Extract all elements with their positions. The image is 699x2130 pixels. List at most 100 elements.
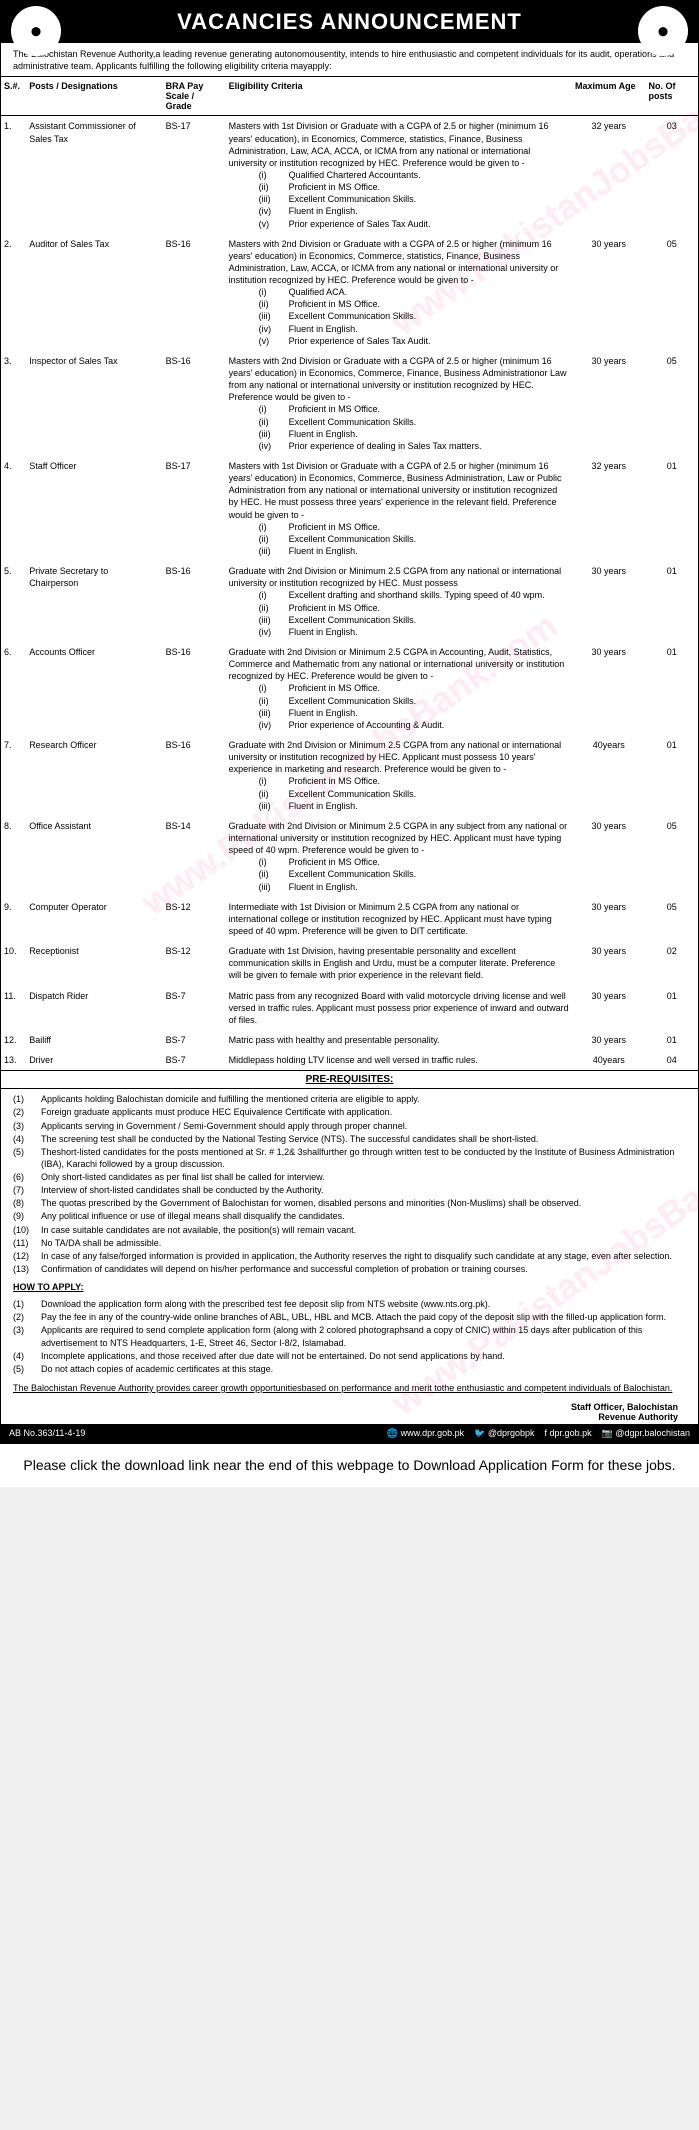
cell-post: Dispatch Rider — [26, 986, 162, 1030]
cell-age: 40years — [572, 735, 645, 816]
cell-num: 01 — [645, 735, 698, 816]
cell-post: Bailiff — [26, 1030, 162, 1050]
cell-grade: BS-7 — [163, 1030, 226, 1050]
cell-eligibility: Masters with 2nd Division or Graduate wi… — [226, 351, 572, 456]
cell-sn: 9. — [1, 897, 26, 941]
cell-post: Private Secretary to Chairperson — [26, 561, 162, 642]
table-row: 5.Private Secretary to ChairpersonBS-16G… — [1, 561, 698, 642]
table-row: 9.Computer OperatorBS-12Intermediate wit… — [1, 897, 698, 941]
cell-grade: BS-12 — [163, 897, 226, 941]
cell-grade: BS-16 — [163, 234, 226, 351]
th-post: Posts / Designations — [26, 77, 162, 116]
cell-post: Driver — [26, 1050, 162, 1070]
sig-line2: Revenue Authority — [13, 1412, 678, 1422]
th-grade: BRA Pay Scale / Grade — [163, 77, 226, 116]
th-age: Maximum Age — [572, 77, 645, 116]
twitter-link: 🐦 @dprgobpk — [474, 1428, 534, 1439]
cell-num: 05 — [645, 897, 698, 941]
table-row: 2.Auditor of Sales TaxBS-16Masters with … — [1, 234, 698, 351]
cell-post: Inspector of Sales Tax — [26, 351, 162, 456]
cell-num: 03 — [645, 116, 698, 234]
signature-block: Staff Officer, Balochistan Revenue Autho… — [1, 1398, 698, 1424]
facebook-link: f dpr.gob.pk — [545, 1428, 592, 1439]
ab-number: AB No.363/11-4-19 — [9, 1428, 85, 1438]
th-sn: S.#. — [1, 77, 26, 116]
th-elig: Eligibility Criteria — [226, 77, 572, 116]
cell-grade: BS-17 — [163, 456, 226, 561]
cell-post: Office Assistant — [26, 816, 162, 897]
cell-grade: BS-7 — [163, 986, 226, 1030]
cell-age: 30 years — [572, 1030, 645, 1050]
cell-grade: BS-16 — [163, 735, 226, 816]
cell-sn: 5. — [1, 561, 26, 642]
cell-age: 40years — [572, 1050, 645, 1070]
cell-num: 01 — [645, 456, 698, 561]
list-item: (8)The quotas prescribed by the Governme… — [13, 1197, 686, 1209]
table-row: 13.DriverBS-7Middlepass holding LTV lice… — [1, 1050, 698, 1070]
cell-eligibility: Matric pass from any recognized Board wi… — [226, 986, 572, 1030]
list-item: (4)The screening test shall be conducted… — [13, 1133, 686, 1145]
cell-age: 30 years — [572, 234, 645, 351]
list-item: (12)In case of any false/forged informat… — [13, 1250, 686, 1262]
cell-age: 30 years — [572, 897, 645, 941]
cell-eligibility: Masters with 1st Division or Graduate wi… — [226, 456, 572, 561]
table-row: 11.Dispatch RiderBS-7Matric pass from an… — [1, 986, 698, 1030]
table-row: 4.Staff OfficerBS-17Masters with 1st Div… — [1, 456, 698, 561]
cell-eligibility: Graduate with 2nd Division or Minimum 2.… — [226, 642, 572, 735]
list-item: (1)Applicants holding Balochistan domici… — [13, 1093, 686, 1105]
header-title: VACANCIES ANNOUNCEMENT — [1, 1, 698, 43]
cell-eligibility: Masters with 1st Division or Graduate wi… — [226, 116, 572, 234]
cell-post: Computer Operator — [26, 897, 162, 941]
cell-grade: BS-12 — [163, 941, 226, 985]
cell-sn: 2. — [1, 234, 26, 351]
cell-eligibility: Graduate with 2nd Division or Minimum 2.… — [226, 561, 572, 642]
cell-age: 30 years — [572, 816, 645, 897]
cell-eligibility: Graduate with 1st Division, having prese… — [226, 941, 572, 985]
cell-age: 30 years — [572, 642, 645, 735]
table-row: 1.Assistant Commissioner of Sales TaxBS-… — [1, 116, 698, 234]
cell-num: 01 — [645, 1030, 698, 1050]
cell-sn: 10. — [1, 941, 26, 985]
list-item: (10)In case suitable candidates are not … — [13, 1224, 686, 1236]
jobs-table: S.#. Posts / Designations BRA Pay Scale … — [1, 76, 698, 1070]
cell-sn: 1. — [1, 116, 26, 234]
prereq-list: (1)Applicants holding Balochistan domici… — [1, 1089, 698, 1280]
cell-age: 30 years — [572, 941, 645, 985]
cell-num: 01 — [645, 986, 698, 1030]
logo-right: ⬤ — [638, 6, 688, 56]
cell-sn: 12. — [1, 1030, 26, 1050]
list-item: (6)Only short-listed candidates as per f… — [13, 1171, 686, 1183]
cell-grade: BS-16 — [163, 351, 226, 456]
howto-title: HOW TO APPLY: — [1, 1280, 698, 1294]
cell-post: Receptionist — [26, 941, 162, 985]
cell-eligibility: Graduate with 2nd Division or Minimum 2.… — [226, 735, 572, 816]
table-row: 7.Research OfficerBS-16Graduate with 2nd… — [1, 735, 698, 816]
cell-sn: 4. — [1, 456, 26, 561]
table-row: 12.BailiffBS-7Matric pass with healthy a… — [1, 1030, 698, 1050]
list-item: (4)Incomplete applications, and those re… — [13, 1350, 686, 1362]
list-item: (5)Theshort-listed candidates for the po… — [13, 1146, 686, 1170]
cell-eligibility: Graduate with 2nd Division or Minimum 2.… — [226, 816, 572, 897]
table-row: 8.Office AssistantBS-14Graduate with 2nd… — [1, 816, 698, 897]
cell-eligibility: Matric pass with healthy and presentable… — [226, 1030, 572, 1050]
cell-sn: 6. — [1, 642, 26, 735]
cell-post: Staff Officer — [26, 456, 162, 561]
list-item: (7)Interview of short-listed candidates … — [13, 1184, 686, 1196]
cell-num: 05 — [645, 351, 698, 456]
cell-sn: 13. — [1, 1050, 26, 1070]
cell-sn: 7. — [1, 735, 26, 816]
download-message: Please click the download link near the … — [0, 1444, 699, 1488]
cell-sn: 3. — [1, 351, 26, 456]
cell-grade: BS-16 — [163, 642, 226, 735]
list-item: (9)Any political influence or use of ill… — [13, 1210, 686, 1222]
prereq-title: PRE-REQUISITES: — [1, 1070, 698, 1089]
table-row: 6.Accounts OfficerBS-16Graduate with 2nd… — [1, 642, 698, 735]
cell-num: 04 — [645, 1050, 698, 1070]
intro-text: The Balochistan Revenue Authority,a lead… — [1, 43, 698, 76]
list-item: (5)Do not attach copies of academic cert… — [13, 1363, 686, 1375]
list-item: (3)Applicants serving in Government / Se… — [13, 1120, 686, 1132]
list-item: (11)No TA/DA shall be admissible. — [13, 1237, 686, 1249]
cell-grade: BS-17 — [163, 116, 226, 234]
cell-age: 32 years — [572, 456, 645, 561]
cell-sn: 8. — [1, 816, 26, 897]
